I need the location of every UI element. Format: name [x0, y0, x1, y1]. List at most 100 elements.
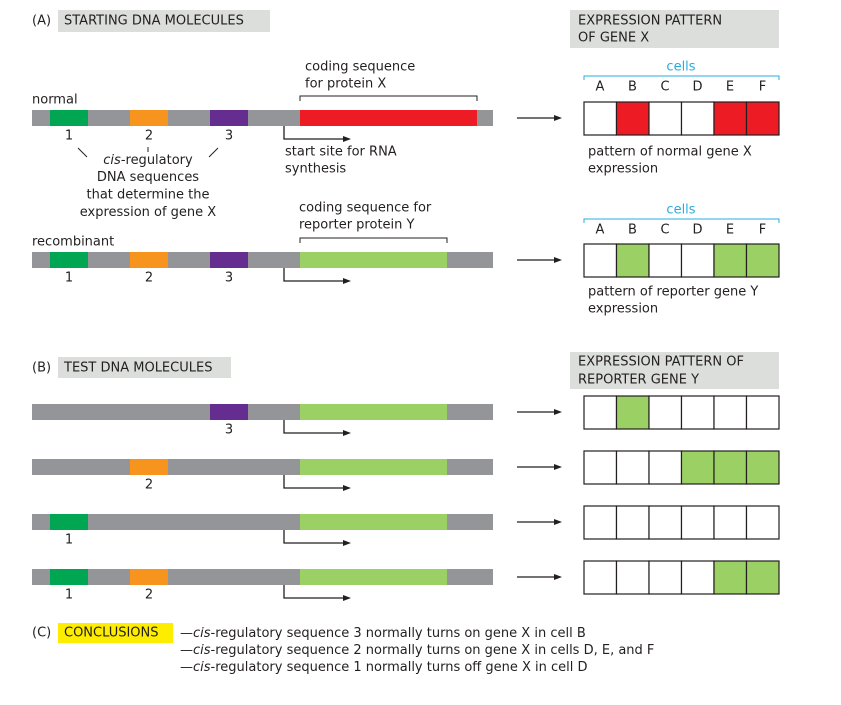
cell-letter: E [726, 223, 734, 238]
cell [680, 505, 715, 540]
cell [615, 505, 650, 540]
cell-letter: F [759, 223, 766, 238]
title-box [570, 10, 779, 48]
coding-label: coding sequence [305, 60, 415, 75]
cell [583, 505, 618, 540]
cis-italic: cis [103, 153, 121, 168]
element-number: 1 [65, 129, 73, 144]
line [208, 147, 219, 158]
gene-label: recombinant [32, 235, 114, 250]
arrowhead [554, 257, 562, 263]
cell [745, 101, 780, 136]
element-number: 2 [145, 129, 153, 144]
cell [583, 395, 618, 430]
conclusion: —cis-regulatory sequence 2 normally turn… [180, 643, 654, 658]
expression-title: OF GENE X [578, 31, 649, 46]
panel-title: CONCLUSIONS [64, 626, 159, 641]
start-site-label: synthesis [285, 162, 346, 177]
cell [745, 560, 780, 595]
title-box [58, 357, 231, 378]
arrowhead [343, 595, 351, 601]
pattern-label: pattern of reporter gene Y [588, 285, 758, 300]
arrowhead [343, 485, 351, 491]
cells-bracket [583, 75, 780, 80]
cell [583, 560, 618, 595]
arrowhead [343, 136, 351, 142]
element-number: 2 [145, 478, 153, 493]
dash: — [180, 626, 193, 641]
pattern-label: expression [588, 302, 658, 317]
cell [648, 101, 683, 136]
cell [745, 505, 780, 540]
expression-title: EXPRESSION PATTERN [578, 14, 722, 29]
dash: — [180, 643, 193, 658]
cell-letter: A [596, 223, 605, 238]
arrowhead [343, 540, 351, 546]
cell-letter: C [660, 223, 669, 238]
cell [648, 395, 683, 430]
cell [680, 450, 715, 485]
cell [615, 560, 650, 595]
cell [615, 101, 650, 136]
arrowhead [554, 115, 562, 121]
regulatory-element [130, 569, 168, 585]
title-box [570, 352, 779, 389]
start-site-arrow [283, 268, 345, 282]
cell [615, 243, 650, 278]
regulatory-element [130, 110, 168, 126]
cell [583, 450, 618, 485]
dash: — [180, 660, 193, 675]
regulatory-element [210, 110, 248, 126]
regulatory-element [210, 404, 248, 420]
arrowhead [554, 409, 562, 415]
start-site-arrow [283, 126, 345, 140]
title-box [58, 623, 173, 643]
element-number: 3 [225, 271, 233, 286]
start-site-arrow [283, 420, 345, 434]
cell [615, 450, 650, 485]
arrowhead [554, 464, 562, 470]
panel-label: (A) [32, 14, 51, 29]
cell-letter: A [596, 80, 605, 95]
cell-letter: D [692, 223, 702, 238]
regulatory-element [50, 252, 88, 268]
start-site-arrow [283, 585, 345, 599]
cis-label: cis-regulatory [103, 153, 193, 168]
regulatory-element [50, 569, 88, 585]
conclusion: —cis-regulatory sequence 3 normally turn… [180, 626, 586, 641]
element-number: 2 [145, 588, 153, 603]
cell [713, 505, 748, 540]
coding-label: coding sequence for [299, 201, 432, 216]
conclusion: —cis-regulatory sequence 1 normally turn… [180, 660, 588, 675]
coding-sequence [300, 110, 477, 126]
cis-label: DNA sequences [97, 170, 199, 185]
start-site-arrow [283, 530, 345, 544]
cell [745, 243, 780, 278]
cis-italic: cis [193, 643, 211, 658]
cell-letter: F [759, 80, 766, 95]
regulatory-element [50, 110, 88, 126]
cis-label: that determine the [87, 188, 210, 203]
arrowhead [554, 574, 562, 580]
element-number: 1 [65, 533, 73, 548]
panel-label: (B) [32, 361, 51, 376]
cell [713, 101, 748, 136]
cell [713, 450, 748, 485]
gene-label: normal [32, 93, 78, 108]
title-box [58, 10, 270, 32]
coding-sequence [300, 404, 447, 420]
conclusion-text: -regulatory sequence 3 normally turns on… [211, 626, 586, 641]
element-number: 1 [65, 271, 73, 286]
cell [713, 243, 748, 278]
pattern-label: expression [588, 162, 658, 177]
element-number: 1 [65, 588, 73, 603]
cell [648, 243, 683, 278]
element-number: 3 [225, 129, 233, 144]
arrowhead [554, 519, 562, 525]
coding-sequence [300, 514, 447, 530]
conclusion-text: -regulatory sequence 1 normally turns of… [211, 660, 588, 675]
panel-title: STARTING DNA MOLECULES [64, 14, 244, 29]
coding-bracket [299, 237, 448, 243]
coding-label: reporter protein Y [299, 218, 415, 233]
pattern-label: pattern of normal gene X [588, 145, 752, 160]
